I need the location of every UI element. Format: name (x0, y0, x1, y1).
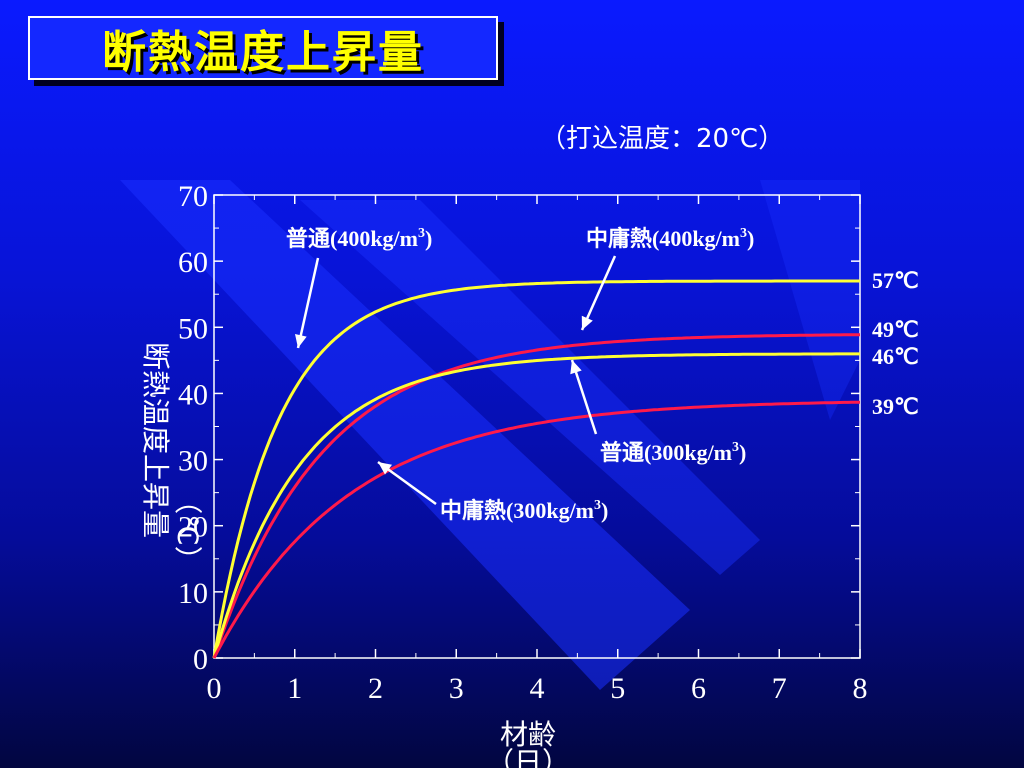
series-line-0 (212, 279, 860, 659)
y-tick-label: 70 (178, 180, 208, 213)
annotation-close: ) (739, 440, 746, 465)
x-tick-label: 2 (368, 672, 383, 705)
title-box: 断熱温度上昇量 (28, 16, 498, 80)
x-tick-label: 3 (449, 672, 464, 705)
annotation-close: ) (747, 226, 754, 251)
annotation-arrow (580, 255, 617, 331)
annotation-arrow (296, 257, 320, 349)
page-title: 断熱温度上昇量 (102, 27, 424, 78)
x-tick-label: 7 (772, 672, 787, 705)
end-value-label: 49℃ (872, 317, 919, 342)
series-annotation-label: 中庸熱(400kg/m3) (586, 226, 754, 251)
annotation-main: 中庸熱( (440, 498, 513, 523)
y-tick-label: 20 (178, 511, 208, 544)
y-axis-title: 断熱温度上昇量 (139, 342, 172, 538)
annotation-superscript: 3 (740, 226, 747, 241)
series-line-3 (212, 400, 860, 659)
annotation-arrowhead (378, 462, 392, 475)
series-annotation-label: 普通(400kg/m3) (286, 226, 432, 251)
axis-ticks (213, 194, 861, 659)
stripe (760, 180, 860, 420)
y-tick-label: 50 (178, 312, 208, 345)
stripe (120, 180, 690, 690)
series-line-1 (212, 333, 860, 659)
end-value-label: 39℃ (872, 394, 919, 419)
axis-tick-labels: 0 1 2 3 4 5 6 7 8 0 10 20 30 40 50 60 70 (178, 180, 868, 705)
annotations: 普通(400kg/m3) 中庸熱(400kg/m3)普通(300kg/m3)中庸熱… (286, 226, 754, 523)
subtitle: （打込温度：20℃） (540, 124, 785, 154)
annotation-arrowhead (295, 334, 307, 348)
series-line-2 (212, 352, 860, 659)
series-annotation-label: 普通(300kg/m3) (600, 440, 746, 465)
series-lines (212, 279, 860, 659)
x-tick-label: 0 (207, 672, 222, 705)
x-tick-label: 4 (530, 672, 545, 705)
annotation-main: 普通(400kg/m (286, 226, 418, 251)
x-tick-label: 5 (610, 672, 625, 705)
annotation-bold: 300kg/m (651, 440, 732, 465)
y-tick-label: 30 (178, 445, 208, 478)
end-value-label: 46℃ (872, 344, 919, 369)
annotation-close: ) (425, 226, 432, 251)
background-stripes (120, 180, 860, 690)
annotation-bold: 300kg/m (513, 498, 594, 523)
annotation-main: 中庸熱(400kg/m (586, 226, 740, 251)
y-axis-unit: （℃） (171, 486, 204, 573)
y-tick-label: 10 (178, 577, 208, 610)
annotation-arrowhead (570, 360, 582, 375)
end-value-labels: 57℃ 49℃46℃ 39℃ (872, 268, 919, 419)
y-tick-label: 0 (193, 643, 208, 676)
x-tick-label: 8 (853, 672, 868, 705)
annotation-superscript: 3 (594, 498, 601, 513)
y-tick-label: 60 (178, 246, 208, 279)
x-axis-title: 材齢 (500, 718, 556, 751)
annotation-superscript: 3 (418, 226, 425, 241)
x-axis-unit: （日） (486, 746, 570, 768)
x-tick-label: 6 (691, 672, 706, 705)
end-value-label: 57℃ (872, 268, 919, 293)
annotation-superscript: 3 (732, 440, 739, 455)
annotation-arrowhead (581, 315, 593, 330)
annotation-main: 普通( (600, 440, 651, 465)
annotation-close: ) (601, 498, 608, 523)
y-tick-label: 40 (178, 378, 208, 411)
stripe (300, 200, 760, 575)
series-annotation-label: 中庸熱(300kg/m3) (440, 498, 608, 523)
x-tick-label: 1 (287, 672, 302, 705)
